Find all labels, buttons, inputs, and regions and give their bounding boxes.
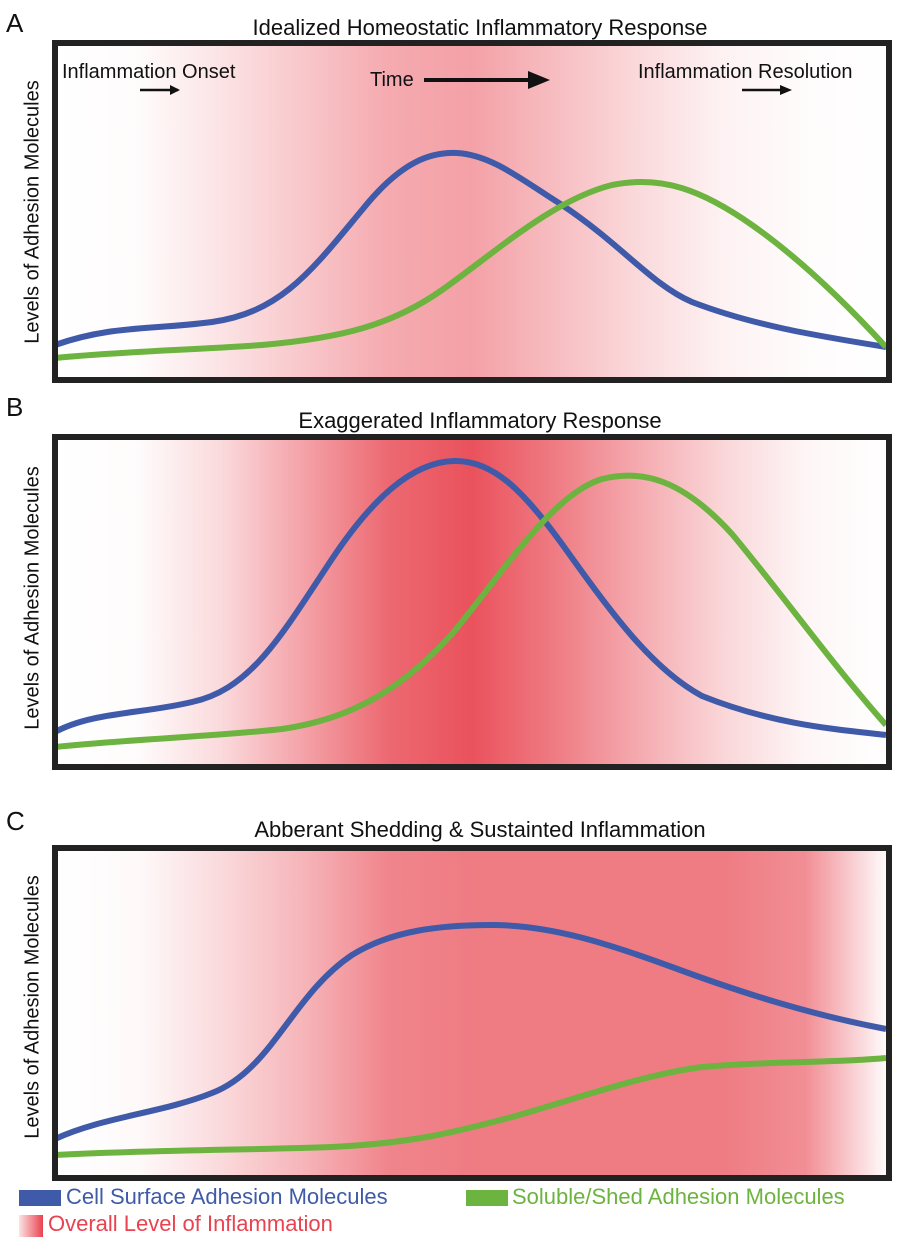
panel-a-resolution-arrowhead <box>780 85 792 95</box>
panel-a-title: Idealized Homeostatic Inflammatory Respo… <box>252 15 708 40</box>
panel-b-plot <box>52 434 892 770</box>
panel-b-cell-surface-curve <box>53 457 887 738</box>
legend-inflammation-swatch <box>19 1215 43 1237</box>
legend-soluble-label: Soluble/Shed Adhesion Molecules <box>512 1184 845 1209</box>
panel-b-letter: B <box>6 392 24 422</box>
panel-a-time-label: Time <box>370 69 414 91</box>
legend-cell-surface-label: Cell Surface Adhesion Molecules <box>66 1184 388 1209</box>
panel-a-onset-label: Inflammation Onset <box>62 61 236 83</box>
panel-a-onset-arrowhead <box>170 85 180 95</box>
panel-c-frame <box>52 845 892 1181</box>
panel-c-soluble-curve <box>54 1055 887 1158</box>
panel-a-cell-surface-curve <box>54 149 887 350</box>
panel-a-inflammation-background <box>55 43 889 380</box>
panel-b-frame <box>52 434 892 770</box>
legend-inflammation-label: Overall Level of Inflammation <box>48 1211 333 1236</box>
panel-c-title: Abberant Shedding & Sustainted Inflammat… <box>254 817 706 842</box>
legend-cell-surface-swatch <box>19 1190 61 1206</box>
panel-c-letter: C <box>6 806 25 836</box>
panel-c-inflammation-background <box>55 848 889 1178</box>
panel-a-time-arrowhead <box>528 71 550 89</box>
panel-c-cell-surface-curve <box>53 921 887 1142</box>
panel-a-plot: Inflammation Onset Time Inflammation Res… <box>52 40 892 383</box>
panel-a-resolution-label: Inflammation Resolution <box>638 61 853 83</box>
panel-a-letter: A <box>6 8 24 38</box>
panel-b-soluble-curve <box>54 472 889 750</box>
legend-soluble-swatch <box>466 1190 508 1206</box>
panel-a-frame <box>52 40 892 383</box>
panel-c-plot <box>52 845 892 1181</box>
panel-a-soluble-curve <box>54 179 889 361</box>
panel-b-title: Exaggerated Inflammatory Response <box>298 408 662 433</box>
